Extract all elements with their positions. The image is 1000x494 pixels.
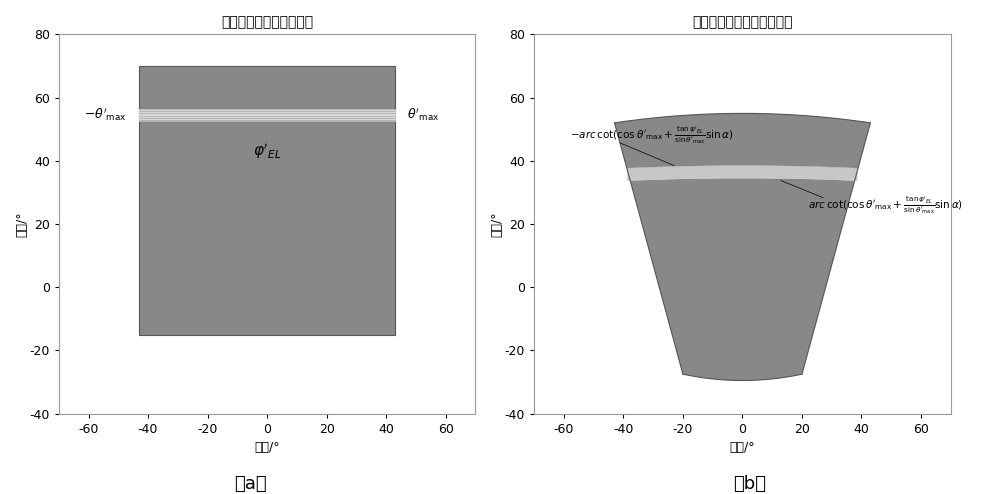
Y-axis label: 俯仰/°: 俯仰/° xyxy=(15,211,28,237)
Polygon shape xyxy=(614,113,870,380)
Text: $\varphi'_{EL}$: $\varphi'_{EL}$ xyxy=(253,141,281,161)
Text: $-arc\,\mathrm{cot}(\cos\theta'_{\max}+\frac{\tan\varphi'_{EL}}{\sin\theta'_{\ma: $-arc\,\mathrm{cot}(\cos\theta'_{\max}+\… xyxy=(570,124,734,146)
Title: 阵面坐标系多波束波位分布: 阵面坐标系多波束波位分布 xyxy=(692,15,793,29)
Text: $arc\,\mathrm{cot}(\cos\theta'_{\max}+\frac{\tan\varphi'_{EL}}{\sin\theta'_{\max: $arc\,\mathrm{cot}(\cos\theta'_{\max}+\f… xyxy=(808,194,963,216)
X-axis label: 方位/°: 方位/° xyxy=(254,441,280,454)
X-axis label: 方位/°: 方位/° xyxy=(730,441,755,454)
Title: 大地坐标系空域覆盖需求: 大地坐标系空域覆盖需求 xyxy=(221,15,313,29)
Polygon shape xyxy=(628,165,857,181)
Text: （b）: （b） xyxy=(734,475,767,493)
Bar xyxy=(139,66,395,334)
Text: $\theta'_{\max}$: $\theta'_{\max}$ xyxy=(407,107,439,123)
Bar xyxy=(139,109,395,121)
Text: $-\theta'_{\max}$: $-\theta'_{\max}$ xyxy=(84,107,127,123)
Y-axis label: 俯仰/°: 俯仰/° xyxy=(490,211,503,237)
Text: （a）: （a） xyxy=(234,475,266,493)
